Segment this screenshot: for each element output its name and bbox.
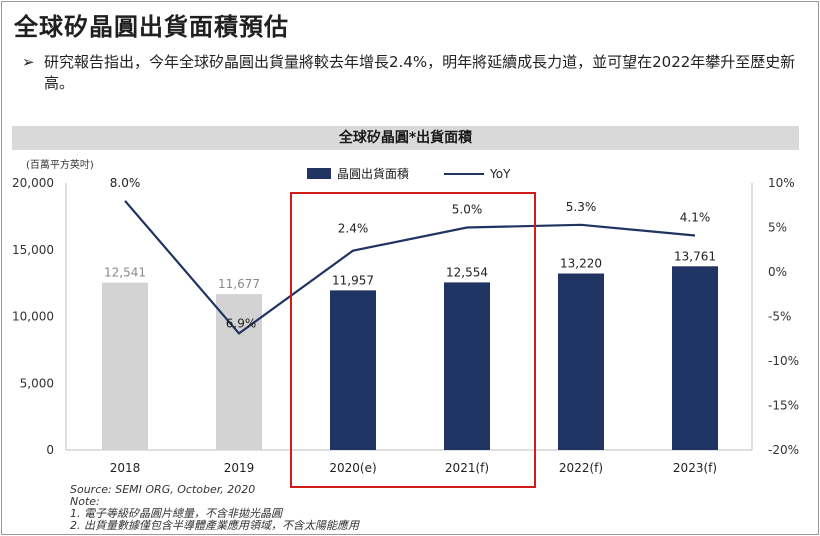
chart-title: 全球矽晶圓*出貨面積 [12, 126, 799, 150]
bar-value-label: 11,957 [332, 273, 374, 287]
note-2: 2. 出貨量數據僅包含半導體產業應用領域，不含太陽能應用 [70, 519, 359, 532]
bar-value-label: 12,541 [104, 266, 146, 280]
y-left-tick-label: 10,000 [12, 310, 54, 324]
bar-value-label: 13,220 [560, 257, 602, 271]
x-tick-label: 2019 [224, 461, 255, 475]
note-1: 1. 電子等級矽晶圓片總量，不含非拋光晶圓 [70, 507, 282, 520]
bar-2020(e) [330, 290, 376, 450]
bar-2021(f) [444, 282, 490, 450]
y-right-tick-label: 10% [768, 176, 795, 190]
bar-2019 [216, 294, 262, 450]
yoy-line [124, 200, 696, 335]
x-tick-label: 2022(f) [559, 461, 603, 475]
legend-bar-swatch [307, 168, 331, 179]
yoy-value-label: 8.0% [110, 176, 141, 190]
y-left-tick-label: 0 [46, 443, 54, 457]
y-right-tick-label: -5% [768, 310, 791, 324]
bar-value-label: 11,677 [218, 277, 260, 291]
page-title: 全球矽晶圓出貨面積預估 [14, 13, 289, 41]
y-axis-unit-label: (百萬平方英吋) [26, 160, 94, 171]
yoy-value-label: 5.0% [452, 203, 483, 217]
bullet-text: 研究報告指出，今年全球矽晶圓出貨量將較去年增長2.4%，明年將延續成長力道，並可… [44, 53, 796, 92]
y-right-tick-label: -15% [768, 399, 799, 413]
arrow-bullet-icon: ➢ [22, 53, 35, 71]
y-right-tick-label: -10% [768, 354, 799, 368]
y-left-tick-label: 15,000 [12, 243, 54, 257]
y-left-tick-label: 20,000 [12, 176, 54, 190]
legend-line-label: YoY [489, 167, 511, 181]
highlight-box [290, 192, 536, 488]
bar-value-label: 12,554 [446, 265, 488, 279]
bar-2018 [102, 282, 148, 450]
x-tick-label: 2023(f) [673, 461, 717, 475]
y-right-tick-label: 5% [768, 221, 787, 235]
y-left-tick-label: 5,000 [20, 376, 54, 390]
x-tick-label: 2018 [110, 461, 141, 475]
x-tick-label: 2020(e) [329, 461, 376, 475]
legend-bar-label: 晶圓出貨面積 [337, 166, 409, 181]
yoy-value-label: 4.1% [680, 211, 711, 225]
yoy-value-label: 2.4% [338, 222, 369, 236]
bar-value-label: 13,761 [674, 249, 716, 263]
note-label: Note: [70, 495, 100, 508]
x-tick-label: 2021(f) [445, 461, 489, 475]
yoy-value-label: 6.9% [226, 316, 257, 330]
bar-2023(f) [672, 266, 718, 450]
y-right-tick-label: -20% [768, 443, 799, 457]
source-footnote: Source: SEMI ORG, October, 2020 Note: 1.… [70, 484, 359, 532]
y-right-tick-label: 0% [768, 265, 787, 279]
source-text: Source: SEMI ORG, October, 2020 [70, 483, 256, 496]
bar-2022(f) [558, 273, 604, 450]
yoy-value-label: 5.3% [566, 200, 597, 214]
